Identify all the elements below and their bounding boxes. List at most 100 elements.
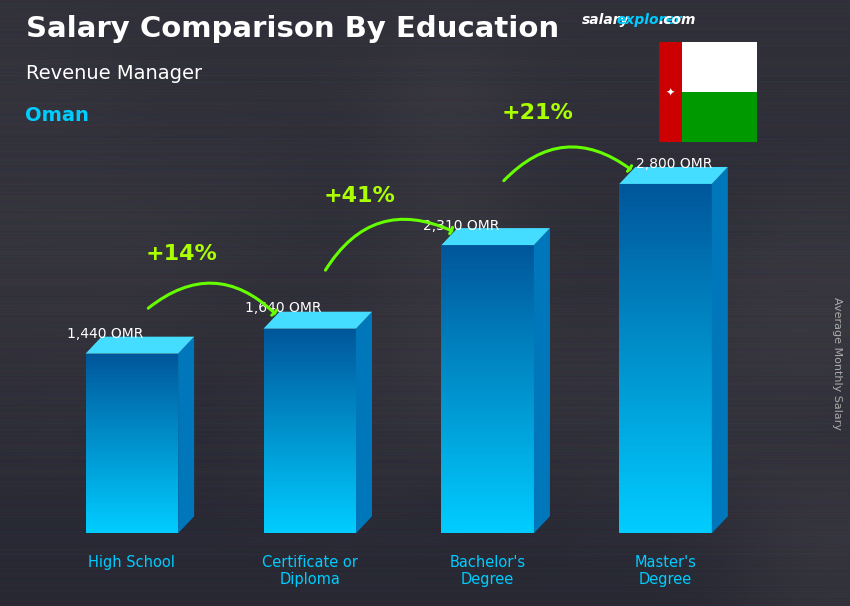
Bar xyxy=(86,513,178,515)
Bar xyxy=(620,393,711,398)
Bar xyxy=(86,508,178,511)
Bar xyxy=(86,482,178,484)
Bar xyxy=(264,347,356,349)
Bar xyxy=(86,470,178,473)
Bar xyxy=(441,498,534,501)
Bar xyxy=(86,401,178,403)
Bar xyxy=(620,511,711,516)
Text: +14%: +14% xyxy=(145,244,218,264)
Bar xyxy=(86,479,178,482)
Bar xyxy=(264,513,356,515)
Bar xyxy=(264,454,356,456)
Bar xyxy=(264,449,356,451)
Text: ✦: ✦ xyxy=(666,87,675,98)
Bar xyxy=(620,284,711,288)
Bar xyxy=(441,285,534,288)
Polygon shape xyxy=(441,228,550,245)
Polygon shape xyxy=(711,167,728,533)
Bar xyxy=(264,344,356,347)
Bar xyxy=(620,355,711,359)
Bar xyxy=(264,426,356,428)
Bar xyxy=(441,400,534,404)
Bar xyxy=(441,443,534,447)
Bar xyxy=(620,494,711,498)
Bar xyxy=(264,382,356,385)
Bar xyxy=(620,210,711,215)
Bar xyxy=(264,508,356,510)
Bar xyxy=(441,342,534,346)
Bar xyxy=(620,407,711,411)
Bar xyxy=(86,407,178,410)
Bar xyxy=(620,193,711,197)
Bar xyxy=(86,383,178,385)
Bar xyxy=(264,474,356,477)
Bar xyxy=(86,416,178,419)
Bar xyxy=(441,324,534,328)
Bar xyxy=(86,457,178,459)
Bar xyxy=(264,498,356,500)
Bar xyxy=(441,313,534,317)
Bar xyxy=(620,232,711,236)
Bar xyxy=(86,529,178,531)
Bar xyxy=(441,378,534,382)
Bar xyxy=(264,398,356,401)
Bar xyxy=(620,223,711,228)
Bar xyxy=(264,492,356,495)
Bar xyxy=(264,441,356,444)
Bar xyxy=(620,402,711,407)
Bar xyxy=(86,475,178,477)
Polygon shape xyxy=(356,311,372,533)
Bar xyxy=(441,407,534,411)
Bar xyxy=(86,444,178,445)
Bar xyxy=(86,376,178,378)
Bar xyxy=(86,515,178,518)
Bar xyxy=(441,346,534,350)
Bar xyxy=(441,472,534,476)
Bar xyxy=(441,494,534,498)
Bar xyxy=(620,433,711,437)
Bar xyxy=(86,381,178,383)
Bar xyxy=(264,351,356,355)
Bar xyxy=(620,454,711,459)
Bar xyxy=(86,524,178,527)
Bar xyxy=(659,42,683,142)
Bar xyxy=(264,472,356,474)
Bar xyxy=(441,508,534,511)
Bar xyxy=(86,419,178,421)
Bar xyxy=(86,385,178,387)
Bar xyxy=(620,333,711,337)
Bar xyxy=(264,485,356,487)
Bar xyxy=(86,504,178,507)
Bar xyxy=(441,263,534,267)
Bar xyxy=(86,412,178,415)
Bar xyxy=(620,428,711,433)
Bar xyxy=(86,466,178,468)
Bar xyxy=(441,415,534,418)
Bar xyxy=(441,328,534,331)
Bar xyxy=(86,488,178,491)
Bar xyxy=(441,454,534,458)
Bar xyxy=(86,390,178,392)
Bar xyxy=(86,453,178,454)
Bar xyxy=(264,359,356,362)
Bar xyxy=(264,444,356,446)
Bar xyxy=(441,468,534,472)
Bar xyxy=(86,473,178,475)
Bar xyxy=(86,491,178,493)
Bar xyxy=(620,525,711,529)
Bar xyxy=(620,516,711,520)
Text: salary: salary xyxy=(582,13,630,27)
Bar xyxy=(86,502,178,504)
Bar xyxy=(441,515,534,519)
Bar xyxy=(86,450,178,453)
Bar xyxy=(620,236,711,241)
Bar xyxy=(264,401,356,403)
Bar xyxy=(264,370,356,372)
Bar xyxy=(620,280,711,284)
Bar xyxy=(620,219,711,223)
Bar xyxy=(620,398,711,402)
Bar xyxy=(264,490,356,492)
Bar xyxy=(441,526,534,530)
Bar xyxy=(441,433,534,436)
Bar xyxy=(264,521,356,523)
